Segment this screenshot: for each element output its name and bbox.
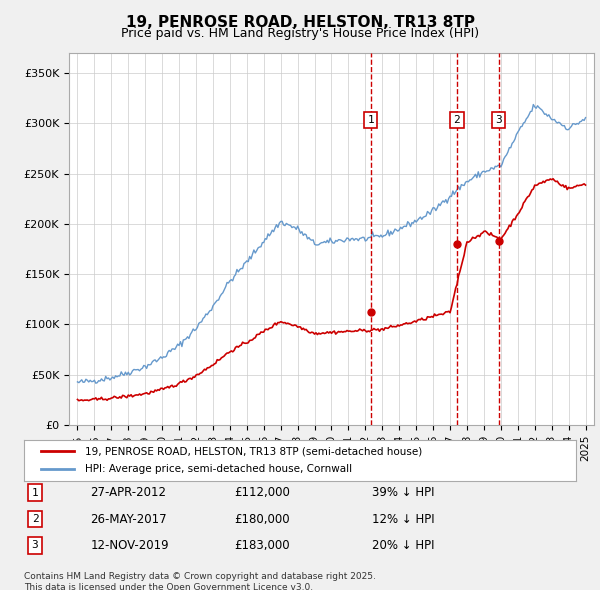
Text: Price paid vs. HM Land Registry's House Price Index (HPI): Price paid vs. HM Land Registry's House … (121, 27, 479, 40)
Text: 20% ↓ HPI: 20% ↓ HPI (372, 539, 434, 552)
Text: 1: 1 (32, 488, 38, 498)
Text: 26-MAY-2017: 26-MAY-2017 (90, 513, 167, 526)
Text: 3: 3 (495, 115, 502, 125)
Text: £180,000: £180,000 (234, 513, 289, 526)
Text: 2: 2 (32, 514, 38, 524)
Text: 19, PENROSE ROAD, HELSTON, TR13 8TP (semi-detached house): 19, PENROSE ROAD, HELSTON, TR13 8TP (sem… (85, 446, 422, 456)
Text: HPI: Average price, semi-detached house, Cornwall: HPI: Average price, semi-detached house,… (85, 464, 352, 474)
Text: £112,000: £112,000 (234, 486, 290, 499)
Text: 12% ↓ HPI: 12% ↓ HPI (372, 513, 434, 526)
Text: 3: 3 (32, 540, 38, 550)
Text: 2: 2 (454, 115, 460, 125)
Text: Contains HM Land Registry data © Crown copyright and database right 2025.
This d: Contains HM Land Registry data © Crown c… (24, 572, 376, 590)
Text: 27-APR-2012: 27-APR-2012 (90, 486, 166, 499)
Text: 1: 1 (367, 115, 374, 125)
Text: £183,000: £183,000 (234, 539, 289, 552)
Text: 19, PENROSE ROAD, HELSTON, TR13 8TP: 19, PENROSE ROAD, HELSTON, TR13 8TP (125, 15, 475, 30)
Text: 39% ↓ HPI: 39% ↓ HPI (372, 486, 434, 499)
Text: 12-NOV-2019: 12-NOV-2019 (90, 539, 169, 552)
